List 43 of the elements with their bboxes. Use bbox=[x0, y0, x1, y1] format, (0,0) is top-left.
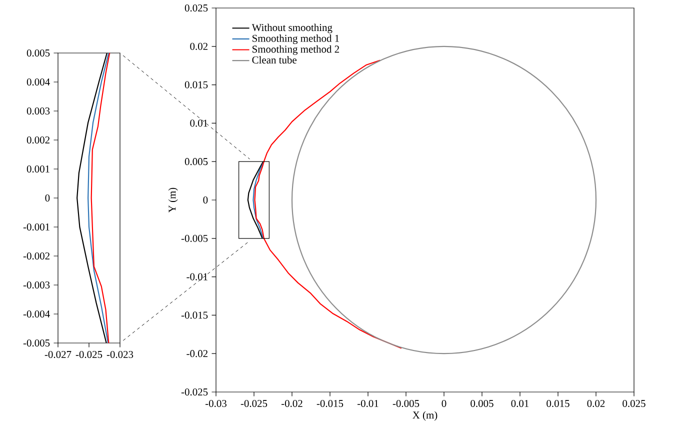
x-tick-label: 0.01 bbox=[511, 400, 529, 408]
y-tick-label: 0.025 bbox=[184, 4, 208, 12]
x-tick-label: 0.025 bbox=[622, 400, 646, 408]
legend-label: Smoothing method 1 bbox=[252, 34, 339, 44]
y-tick-label: -0.005 bbox=[23, 339, 50, 347]
y-tick-label: 0.005 bbox=[26, 49, 50, 57]
y-tick-label: 0.01 bbox=[190, 120, 208, 127]
y-tick-label: 0.004 bbox=[26, 78, 50, 86]
y-tick-label: -0.015 bbox=[181, 312, 208, 319]
x-tick-label: -0.027 bbox=[44, 350, 72, 358]
line-series bbox=[252, 161, 264, 239]
y-tick-label: -0.004 bbox=[23, 310, 50, 318]
x-tick-label: -0.02 bbox=[282, 400, 302, 408]
y-tick-label: -0.01 bbox=[186, 273, 208, 280]
y-tick-label: -0.002 bbox=[23, 252, 50, 260]
y-tick-label: -0.001 bbox=[23, 223, 50, 231]
x-tick-label: -0.025 bbox=[240, 400, 268, 408]
x-tick-label: -0.015 bbox=[316, 400, 344, 408]
x-axis-title: X (m) bbox=[412, 411, 438, 421]
x-tick-label: 0 bbox=[442, 400, 446, 408]
x-tick-label: 0.02 bbox=[587, 400, 605, 408]
x-tick-label: 0.015 bbox=[546, 400, 570, 408]
y-axis-title: Y (m) bbox=[168, 188, 178, 213]
y-tick-label: 0.003 bbox=[26, 107, 50, 115]
x-tick-label: -0.025 bbox=[76, 350, 102, 358]
annotation: Clean tube bbox=[252, 56, 296, 64]
x-tick-label: -0.01 bbox=[358, 400, 378, 408]
y-tick-label: 0.005 bbox=[184, 158, 208, 166]
x-tick-label: 0.005 bbox=[470, 400, 494, 408]
x-tick-label: -0.005 bbox=[392, 400, 420, 408]
y-tick-label: -0.003 bbox=[23, 281, 50, 289]
legend-label: Without smoothing bbox=[252, 24, 332, 34]
y-tick-label: 0 bbox=[203, 196, 208, 204]
y-tick-label: 0.001 bbox=[26, 165, 50, 173]
x-tick-label: -0.023 bbox=[106, 350, 134, 358]
y-tick-label: 0.015 bbox=[184, 81, 208, 88]
x-tick-label: -0.03 bbox=[206, 400, 226, 408]
y-tick-label: 0.02 bbox=[190, 42, 208, 50]
y-tick-label: 0.002 bbox=[26, 136, 50, 144]
y-tick-label: -0.025 bbox=[181, 388, 208, 396]
y-tick-label: 0 bbox=[45, 194, 50, 202]
legend-label: Smoothing method 2 bbox=[252, 45, 340, 55]
y-tick-label: -0.005 bbox=[181, 234, 208, 242]
